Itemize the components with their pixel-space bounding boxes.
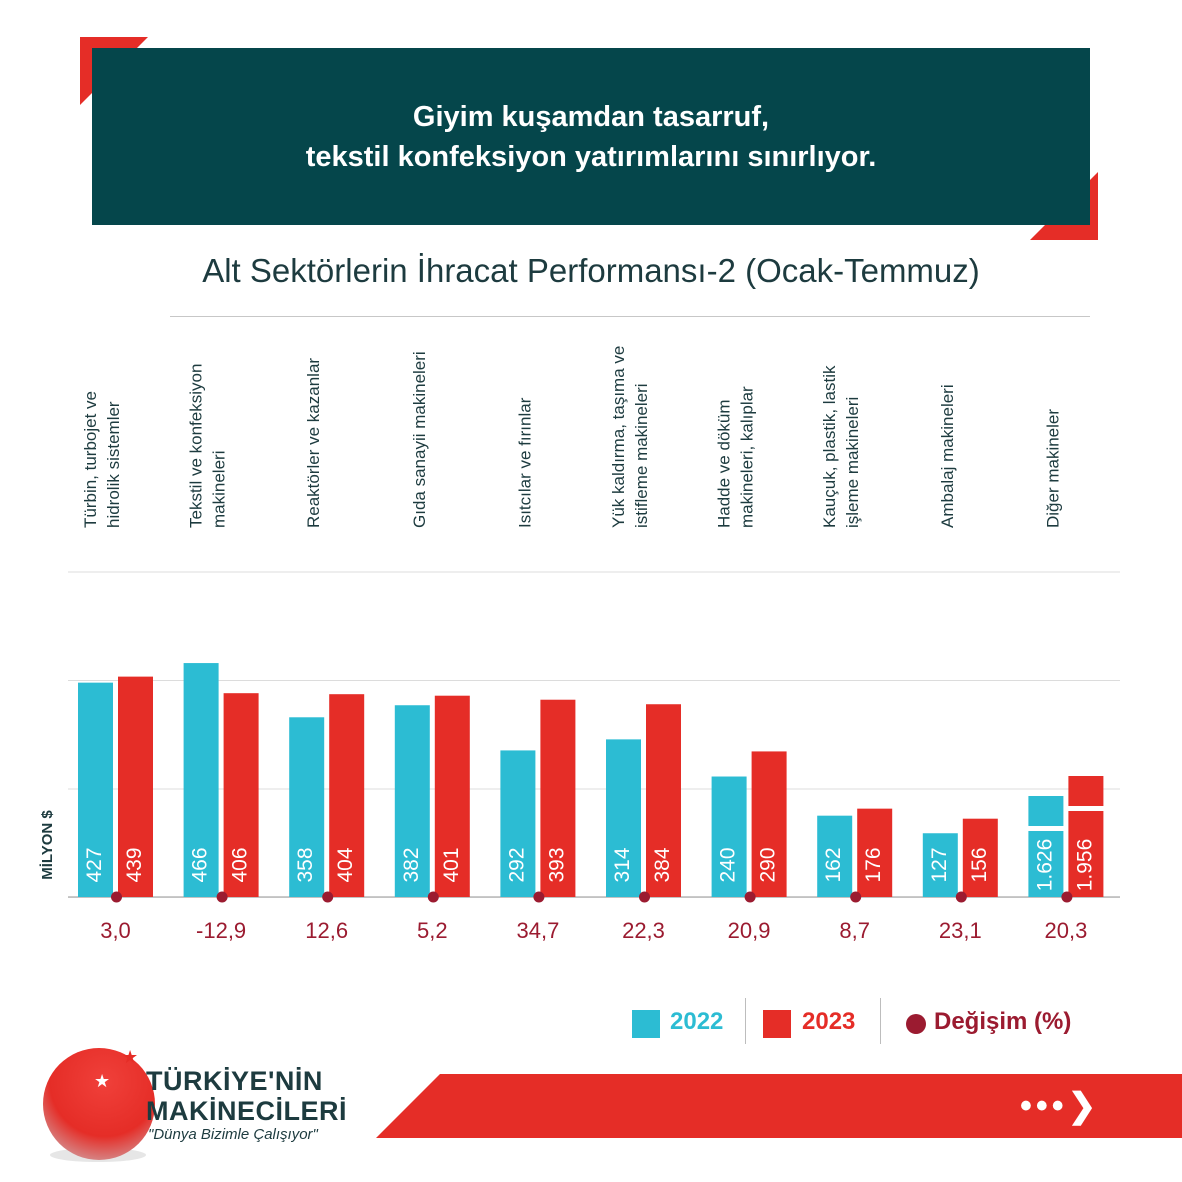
category-label: Diğer makineler [1043,409,1062,528]
title-divider [170,316,1090,317]
axis-break-gap [1027,826,1065,831]
bar-2022 [289,717,325,897]
data-label-2023: 156 [968,847,991,882]
logo-star-icon: ★ [122,1047,139,1067]
bar-2022 [606,739,641,897]
data-label-2023: 290 [757,847,780,882]
change-dot [427,891,439,903]
category-label: işleme makineleri [843,397,862,528]
legend-change-dot [906,1014,926,1034]
bar-2023 [962,818,998,897]
data-label-2023: 1.956 [1073,839,1096,892]
brand-tagline: "Dünya Bizimle Çalışıyor" [148,1126,318,1143]
header-line-2: tekstil konfeksiyon yatırımlarını sınırl… [305,140,877,173]
category-label: makineleri, kalıplar [738,386,757,528]
bar-2023 [223,693,259,897]
legend-change-label: Değişim (%) [934,1008,1072,1035]
change-label: -12,9 [196,918,246,943]
bar-2022 [1028,796,1064,897]
change-label: 20,9 [728,918,771,943]
bar-2022 [922,833,958,897]
bar-2023 [1068,776,1104,897]
category-label: Hadde ve döküm [715,399,734,528]
legend-divider [745,998,746,1044]
data-label-2022: 466 [189,847,212,882]
legend-divider [880,998,881,1044]
change-dot [322,891,334,903]
change-dot [111,891,122,903]
category-label: Kauçuk, plastik, lastik [820,365,839,528]
data-label-2023: 406 [229,847,252,882]
data-label-2022: 292 [505,847,528,882]
data-label-2023: 393 [545,847,568,882]
change-dot [850,891,862,903]
data-label-2023: 439 [123,847,146,882]
bar-2023 [329,694,365,897]
change-dot [1061,891,1073,903]
bar-2022 [711,776,747,897]
data-label-2023: 401 [440,847,463,882]
legend-2023-swatch [763,1010,791,1038]
bar-2022 [817,815,853,897]
category-label: makineleri [210,451,229,528]
change-dot [533,891,545,903]
logo-globe [43,1048,155,1160]
brand-name-line-1: TÜRKİYE'NİN [146,1066,323,1096]
data-label-2022: 127 [928,847,951,882]
change-label: 22,3 [622,918,665,943]
category-label: Yük kaldırma, taşıma ve [609,346,628,528]
bar-2023 [118,676,153,897]
change-label: 20,3 [1044,918,1087,943]
data-label-2022: 314 [611,847,634,882]
data-label-2022: 382 [400,847,423,882]
bar-2023 [857,808,893,897]
header-line-1: Giyim kuşamdan tasarruf, [412,100,770,133]
change-label: 12,6 [305,918,348,943]
bar-2023 [540,699,576,897]
change-dot [744,891,756,903]
change-label: 5,2 [417,918,448,943]
logo-star-icon: ★ [94,1071,111,1091]
legend-2022-label: 2022 [670,1008,724,1035]
data-label-2022: 162 [822,847,845,882]
data-label-2022: 427 [83,847,106,882]
category-label: Tekstil ve konfeksiyon [187,364,206,528]
change-label: 3,0 [100,918,131,943]
bar-2023 [646,704,681,897]
category-label: hidrolik sistemler [104,401,123,528]
bar-2022 [183,663,219,897]
bar-2023 [434,695,470,897]
chart-title: Alt Sektörlerin İhracat Performansı-2 (O… [202,252,980,289]
data-label-2023: 176 [862,847,885,882]
change-dot [955,891,967,903]
data-label-2023: 404 [334,847,357,882]
bar-2023 [751,751,787,897]
bar-2022 [78,682,113,897]
category-label: istifleme makineleri [632,383,651,528]
bar-chart: MİLYON $ 427 439 3,0 Türbin, turbojet ve hidr… [39,346,1120,943]
header-banner: Giyim kuşamdan tasarruf, tekstil konfeks… [92,48,1090,225]
change-label: 34,7 [516,918,559,943]
brand-name-line-2: MAKİNECİLERİ [146,1096,347,1126]
change-dot [216,891,228,903]
category-label: Reaktörler ve kazanlar [304,358,323,528]
change-label: 8,7 [839,918,870,943]
change-label: 23,1 [939,918,982,943]
change-dot [639,891,650,903]
legend-2022-swatch [632,1010,660,1038]
category-label: Isıtcılar ve fırınlar [515,397,534,528]
bar-2022 [394,705,430,897]
y-axis-label: MİLYON $ [39,810,56,880]
data-label-2022: 240 [717,847,740,882]
category-label: Gıda sanayii makineleri [410,351,429,528]
data-label-2022: 1.626 [1033,839,1056,892]
legend-2023-label: 2023 [802,1008,856,1035]
data-label-2022: 358 [294,847,317,882]
category-label: Ambalaj makineleri [938,384,957,528]
bar-2022 [500,750,536,897]
data-label-2023: 384 [651,847,674,882]
axis-break-gap [1067,806,1105,811]
next-arrow-icon[interactable]: •••❯ [1020,1087,1101,1125]
category-label: Türbin, turbojet ve [81,391,100,528]
